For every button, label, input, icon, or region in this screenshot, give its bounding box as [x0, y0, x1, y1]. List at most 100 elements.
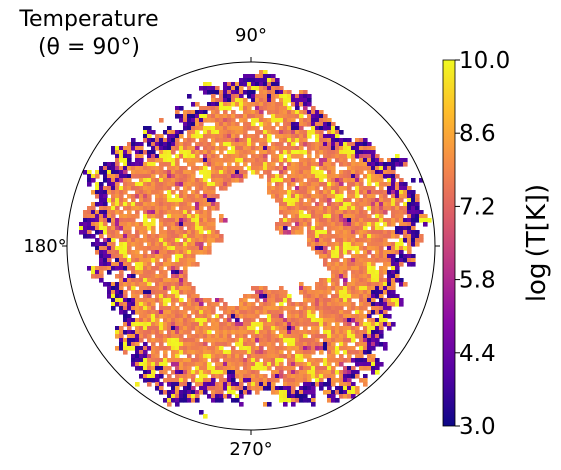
field-cell [219, 234, 224, 239]
field-cell [287, 390, 292, 395]
field-cell [239, 158, 244, 163]
field-cell [279, 302, 284, 307]
field-cell [115, 162, 120, 167]
field-cell [299, 174, 304, 179]
field-cell [363, 258, 368, 263]
field-cell [303, 294, 308, 299]
field-cell [135, 262, 140, 267]
field-cell [183, 202, 188, 207]
field-cell [187, 338, 192, 343]
field-cell [243, 358, 248, 363]
field-cell [207, 338, 212, 343]
field-cell [227, 102, 232, 107]
field-cell [203, 298, 208, 303]
field-cell [171, 302, 176, 307]
field-cell [187, 250, 192, 255]
field-cell [175, 314, 180, 319]
field-cell [319, 306, 324, 311]
field-cell [131, 166, 136, 171]
field-cell [323, 194, 328, 199]
field-cell [191, 118, 196, 123]
field-cell [327, 146, 332, 151]
field-cell [243, 366, 248, 371]
field-cell [299, 138, 304, 143]
field-cell [379, 306, 384, 311]
field-cell [327, 286, 332, 291]
field-cell [247, 150, 252, 155]
field-cell [111, 246, 116, 251]
field-cell [155, 210, 160, 215]
field-cell [167, 334, 172, 339]
field-cell [315, 210, 320, 215]
field-cell [351, 394, 356, 399]
field-cell [363, 366, 368, 371]
field-cell [199, 118, 204, 123]
field-cell [219, 186, 224, 191]
field-cell [251, 102, 256, 107]
field-cell [399, 254, 404, 259]
field-cell [283, 346, 288, 351]
field-cell [215, 354, 220, 359]
field-cell [351, 242, 356, 247]
field-cell [359, 278, 364, 283]
field-cell [331, 146, 336, 151]
field-cell [239, 106, 244, 111]
field-cell [395, 174, 400, 179]
field-cell [355, 266, 360, 271]
field-cell [159, 150, 164, 155]
field-cell [167, 346, 172, 351]
field-cell [107, 214, 112, 219]
field-cell [247, 350, 252, 355]
field-cell [339, 242, 344, 247]
field-cell [307, 242, 312, 247]
field-cell [147, 362, 152, 367]
field-cell [387, 250, 392, 255]
field-cell [203, 350, 208, 355]
field-cell [247, 78, 252, 83]
field-cell [127, 342, 132, 347]
field-cell [371, 330, 376, 335]
field-cell [211, 318, 216, 323]
field-cell [103, 246, 108, 251]
field-cell [143, 206, 148, 211]
field-cell [195, 294, 200, 299]
field-cell [211, 390, 216, 395]
field-cell [267, 186, 272, 191]
field-cell [159, 158, 164, 163]
field-cell [159, 390, 164, 395]
field-cell [307, 206, 312, 211]
field-cell [167, 214, 172, 219]
field-cell [175, 138, 180, 143]
field-cell [219, 390, 224, 395]
field-cell [239, 310, 244, 315]
field-cell [243, 378, 248, 383]
field-cell [323, 166, 328, 171]
field-cell [291, 102, 296, 107]
field-cell [123, 234, 128, 239]
field-cell [191, 386, 196, 391]
field-cell [183, 198, 188, 203]
field-cell [155, 362, 160, 367]
field-cell [291, 126, 296, 131]
field-cell [339, 302, 344, 307]
field-cell [271, 78, 276, 83]
field-cell [343, 150, 348, 155]
field-cell [231, 158, 236, 163]
field-cell [263, 354, 268, 359]
field-cell [331, 262, 336, 267]
field-cell [383, 162, 388, 167]
field-cell [411, 258, 416, 263]
field-cell [243, 326, 248, 331]
field-cell [271, 74, 276, 79]
field-cell [127, 302, 132, 307]
field-cell [315, 226, 320, 231]
field-cell [319, 382, 324, 387]
field-cell [263, 358, 268, 363]
field-cell [375, 318, 380, 323]
field-cell [323, 302, 328, 307]
field-cell [263, 106, 268, 111]
field-cell [83, 234, 88, 239]
field-cell [295, 122, 300, 127]
field-cell [363, 262, 368, 267]
field-cell [367, 354, 372, 359]
